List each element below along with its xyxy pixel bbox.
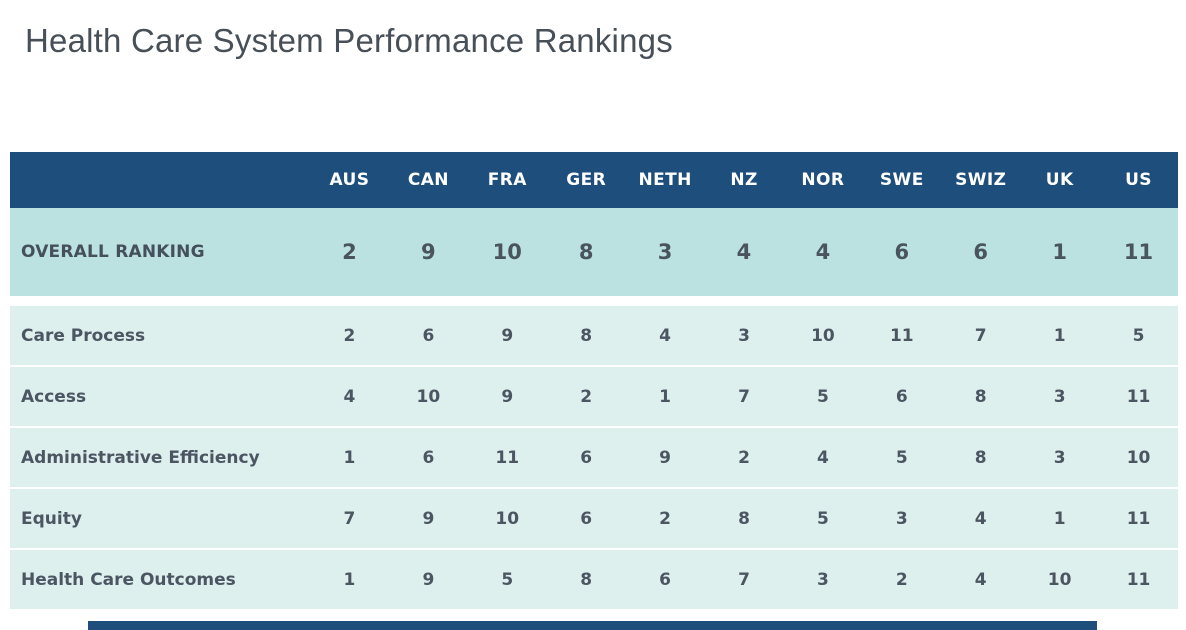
overall-ranking-row: OVERALL RANKING 2 9 10 8 3 4 4 6 6 1 11 <box>10 208 1178 296</box>
column-header-neth: NETH <box>638 170 692 190</box>
rank-cell: 10 <box>1126 447 1151 468</box>
rank-cell: 6 <box>659 569 671 590</box>
rank-cell: 11 <box>495 447 520 468</box>
row-label: Care Process <box>21 325 146 346</box>
table-header-row: AUS CAN FRA GER NETH NZ NOR SWE SWIZ UK US <box>10 152 1178 208</box>
table-row: Administrative Efficiency 1 6 11 6 9 2 4 5 8 3 10 <box>10 428 1178 487</box>
next-table-header-partial <box>88 621 1097 630</box>
overall-rank-cell: 3 <box>657 240 673 264</box>
column-header-fra: FRA <box>487 170 527 190</box>
column-header-swiz: SWIZ <box>955 170 1007 190</box>
table-body: Care Process 2 6 9 8 4 3 10 11 7 1 5 Access 4 10 9 2 1 7 5 6… <box>10 306 1178 609</box>
rank-cell: 8 <box>580 325 593 346</box>
overall-rank-cell: 9 <box>421 240 436 264</box>
column-header-nor: NOR <box>801 170 845 190</box>
column-header-swe: SWE <box>879 170 924 190</box>
column-header-uk: UK <box>1045 170 1074 190</box>
rank-cell: 2 <box>895 569 908 590</box>
column-header-nz: NZ <box>730 170 758 190</box>
overall-rank-cell: 4 <box>815 240 831 264</box>
rank-cell: 5 <box>895 447 908 468</box>
rank-cell: 1 <box>659 386 671 407</box>
rank-cell: 9 <box>501 325 514 346</box>
rank-cell: 8 <box>580 569 593 590</box>
rank-cell: 7 <box>974 325 987 346</box>
rank-cell: 2 <box>580 386 593 407</box>
column-header-can: CAN <box>407 170 449 190</box>
rank-cell: 11 <box>889 325 914 346</box>
row-label: Administrative Efficiency <box>21 447 260 468</box>
table-row: Health Care Outcomes 1 9 5 8 6 7 3 2 4 10 11 <box>10 550 1178 609</box>
table-row: Care Process 2 6 9 8 4 3 10 11 7 1 5 <box>10 306 1178 365</box>
column-header-ger: GER <box>566 170 607 190</box>
rank-cell: 11 <box>1126 386 1151 407</box>
overall-rank-cell: 11 <box>1123 240 1154 264</box>
rank-cell: 8 <box>974 447 987 468</box>
overall-rank-cell: 4 <box>736 240 752 264</box>
rank-cell: 4 <box>974 569 987 590</box>
rank-cell: 10 <box>811 325 835 346</box>
rank-cell: 4 <box>343 386 356 407</box>
rank-cell: 7 <box>343 508 356 529</box>
rank-cell: 3 <box>816 569 829 590</box>
table-row: Access 4 10 9 2 1 7 5 6 8 3 11 <box>10 367 1178 426</box>
overall-rank-cell: 1 <box>1052 240 1067 264</box>
rank-cell: 1 <box>1053 508 1066 529</box>
overall-rank-cell: 6 <box>894 240 910 264</box>
page-title: Health Care System Performance Rankings <box>25 22 673 59</box>
rank-cell: 5 <box>816 386 829 407</box>
rank-cell: 6 <box>580 447 593 468</box>
rankings-table: AUS CAN FRA GER NETH NZ NOR SWE SWIZ UK US OVERALL… <box>10 152 1178 609</box>
rank-cell: 3 <box>738 325 750 346</box>
rank-cell: 1 <box>343 569 356 590</box>
rank-cell: 6 <box>422 447 435 468</box>
column-header-aus: AUS <box>329 170 370 190</box>
row-label: Access <box>21 386 87 407</box>
rank-cell: 6 <box>422 325 435 346</box>
overall-rank-cell: 8 <box>578 240 594 264</box>
rank-cell: 5 <box>816 508 829 529</box>
overall-rank-cell: 10 <box>492 240 522 264</box>
rank-cell: 7 <box>738 386 750 407</box>
rank-cell: 9 <box>422 508 435 529</box>
row-spacer <box>10 296 1178 306</box>
rank-cell: 1 <box>343 447 356 468</box>
rank-cell: 10 <box>1047 569 1072 590</box>
row-label: Health Care Outcomes <box>21 569 236 590</box>
row-label: Equity <box>21 508 82 529</box>
rank-cell: 11 <box>1126 508 1151 529</box>
rank-cell: 9 <box>422 569 435 590</box>
rank-cell: 9 <box>501 386 514 407</box>
overall-rank-cell: 2 <box>342 240 357 264</box>
rank-cell: 10 <box>495 508 520 529</box>
rank-cell: 9 <box>659 447 671 468</box>
column-header-us: US <box>1125 170 1152 190</box>
rank-cell: 11 <box>1126 569 1151 590</box>
rank-cell: 2 <box>343 325 356 346</box>
rank-cell: 4 <box>974 508 987 529</box>
rank-cell: 6 <box>580 508 593 529</box>
rank-cell: 3 <box>895 508 908 529</box>
rank-cell: 8 <box>738 508 750 529</box>
rank-cell: 6 <box>895 386 908 407</box>
rank-cell: 4 <box>659 325 671 346</box>
rank-cell: 2 <box>659 508 671 529</box>
table-row: Equity 7 9 10 6 2 8 5 3 4 1 11 <box>10 489 1178 548</box>
rank-cell: 1 <box>1053 325 1066 346</box>
overall-rank-cell: 6 <box>973 240 989 264</box>
rank-cell: 5 <box>501 569 514 590</box>
rank-cell: 3 <box>1053 386 1066 407</box>
rank-cell: 5 <box>1132 325 1145 346</box>
rank-cell: 10 <box>416 386 441 407</box>
rank-cell: 2 <box>738 447 750 468</box>
rank-cell: 7 <box>738 569 750 590</box>
rank-cell: 4 <box>816 447 829 468</box>
overall-row-label: OVERALL RANKING <box>21 242 205 262</box>
rank-cell: 3 <box>1053 447 1066 468</box>
rank-cell: 8 <box>974 386 987 407</box>
